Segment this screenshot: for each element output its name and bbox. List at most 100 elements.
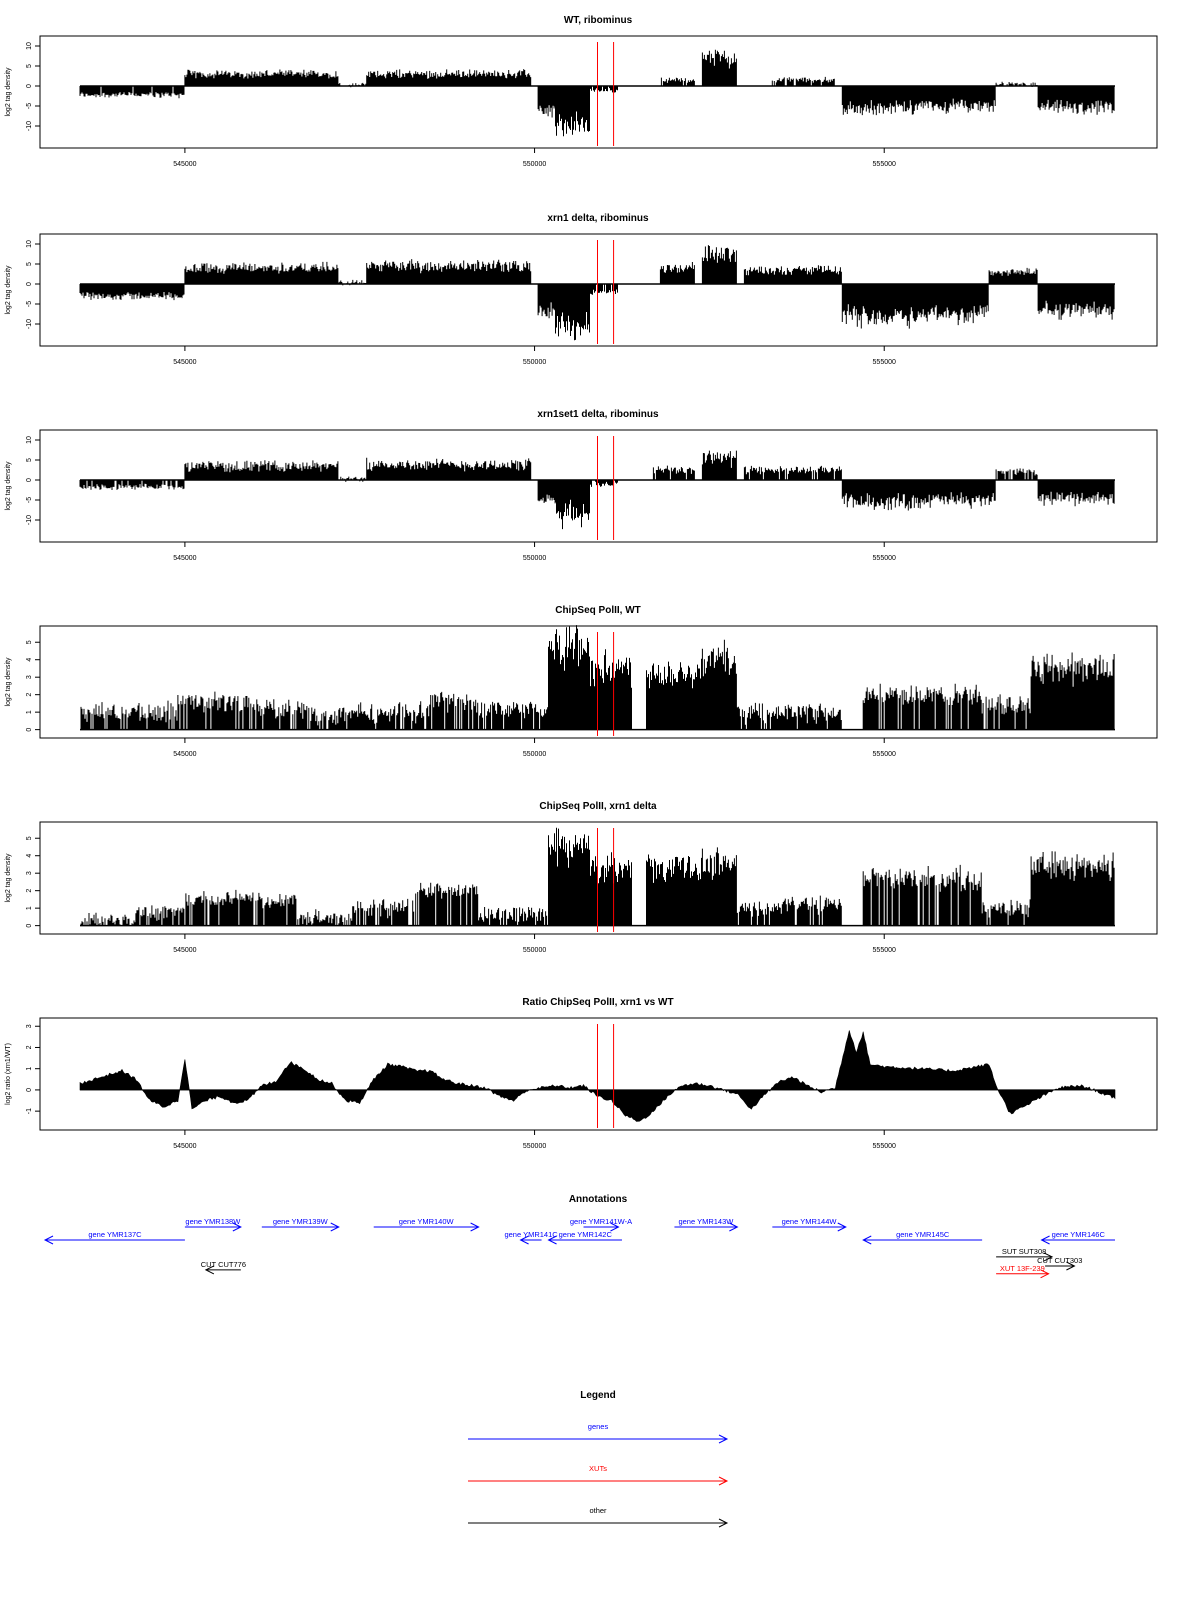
y-tick-label: 4	[26, 854, 33, 858]
chart-panel: Ratio ChipSeq PolII, xrn1 vs WT log2 rati…	[5, 997, 1158, 1150]
y-tick-label: -5	[26, 301, 33, 307]
legend: Legend genes XUTs other	[468, 1390, 729, 1528]
annotation-label: CUT CUT776	[201, 1260, 246, 1269]
feature-arrow-head	[837, 1222, 847, 1232]
x-tick-label: 545000	[173, 751, 196, 758]
legend-item: XUTs	[468, 1464, 729, 1486]
annotation-label: gene YMR137C	[88, 1230, 142, 1239]
feature-arrow-head	[718, 1518, 729, 1528]
y-tick-label: 1	[26, 710, 33, 714]
chart-panel: WT, ribominus log2 tag density -10 -5 0 5 10 54…	[5, 15, 1158, 168]
y-tick-label: 0	[26, 478, 33, 482]
y-axis-label: log2 tag density	[5, 461, 12, 511]
x-tick-label: 555000	[873, 359, 896, 366]
x-tick-label: 545000	[173, 1143, 196, 1150]
y-tick-label: 5	[26, 262, 33, 266]
annotation-feature: gene YMR146C	[1040, 1230, 1115, 1245]
feature-arrow-head	[330, 1222, 340, 1232]
y-tick-label: 0	[26, 924, 33, 928]
y-tick-label: -1	[26, 1108, 33, 1114]
y-tick-label: 3	[26, 871, 33, 875]
feature-arrow-head	[862, 1235, 872, 1245]
x-tick-label: 555000	[873, 751, 896, 758]
chart-panel: ChipSeq PolII, xrn1 delta log2 tag densit…	[5, 801, 1158, 954]
x-tick-label: 555000	[873, 1143, 896, 1150]
y-tick-label: 3	[26, 1024, 33, 1028]
annotation-feature: gene YMR141C	[504, 1230, 558, 1245]
annotation-label: gene YMR142C	[559, 1230, 613, 1239]
chart-title: WT, ribominus	[564, 15, 633, 26]
legend-item-label: genes	[588, 1422, 609, 1431]
bar-marks	[80, 827, 1115, 926]
x-tick-label: 550000	[523, 947, 546, 954]
y-tick-label: 0	[26, 728, 33, 732]
annotation-feature: gene YMR140W	[373, 1217, 480, 1232]
y-tick-label: 2	[26, 693, 33, 697]
chart-title: xrn1 delta, ribominus	[547, 213, 649, 224]
annotation-feature: CUT CUT303	[1037, 1256, 1082, 1271]
legend-title: Legend	[580, 1390, 616, 1401]
y-tick-label: 0	[26, 1088, 33, 1092]
feature-arrow-head	[232, 1222, 242, 1232]
annotation-feature: gene YMR141W-A	[570, 1217, 632, 1232]
feature-arrow-head	[519, 1235, 529, 1245]
x-tick-label: 545000	[173, 555, 196, 562]
y-tick-label: 3	[26, 675, 33, 679]
annotation-label: gene YMR141W-A	[570, 1217, 632, 1226]
annotation-label: CUT CUT303	[1037, 1256, 1082, 1265]
y-tick-label: -10	[26, 121, 33, 131]
y-tick-label: 0	[26, 84, 33, 88]
x-tick-label: 555000	[873, 161, 896, 168]
y-tick-label: -5	[26, 103, 33, 109]
bar-marks	[79, 49, 1115, 137]
chart-panel: xrn1set1 delta, ribominus log2 tag densit…	[5, 409, 1158, 562]
y-tick-label: -10	[26, 515, 33, 525]
feature-arrow-head	[729, 1222, 739, 1232]
y-tick-label: 5	[26, 640, 33, 644]
y-tick-label: 4	[26, 658, 33, 662]
y-tick-label: -5	[26, 497, 33, 503]
annotation-label: gene YMR144W	[782, 1217, 838, 1226]
y-tick-label: 2	[26, 889, 33, 893]
y-tick-label: 1	[26, 906, 33, 910]
y-tick-label: 10	[26, 240, 33, 248]
annotation-feature: gene YMR138W	[184, 1217, 242, 1232]
y-tick-label: 10	[26, 42, 33, 50]
annotation-feature: gene YMR143W	[674, 1217, 739, 1232]
feature-arrow-head	[1040, 1235, 1050, 1245]
legend-item: genes	[468, 1422, 729, 1444]
area-mark	[79, 1030, 1116, 1122]
y-tick-label: 5	[26, 458, 33, 462]
y-axis-label: log2 tag density	[5, 67, 12, 117]
x-tick-label: 555000	[873, 947, 896, 954]
y-axis-label: log2 tag density	[5, 265, 12, 315]
annotations-panel: Annotations gene YMR137C gene YMR138W gene …	[43, 1194, 1115, 1279]
annotation-label: gene YMR146C	[1052, 1230, 1106, 1239]
annotation-label: gene YMR140W	[399, 1217, 455, 1226]
feature-arrow-head	[610, 1222, 620, 1232]
chart-title: Ratio ChipSeq PolII, xrn1 vs WT	[522, 997, 673, 1008]
feature-arrow-head	[547, 1235, 557, 1245]
feature-arrow-head	[718, 1434, 729, 1444]
annotation-feature: gene YMR139W	[261, 1217, 340, 1232]
legend-item-label: XUTs	[589, 1464, 607, 1473]
feature-arrow-head	[718, 1476, 729, 1486]
x-tick-label: 550000	[523, 161, 546, 168]
y-tick-label: 0	[26, 282, 33, 286]
x-tick-label: 545000	[173, 359, 196, 366]
bar-marks	[80, 625, 1115, 730]
y-tick-label: 5	[26, 836, 33, 840]
y-tick-label: 10	[26, 436, 33, 444]
bar-marks	[79, 450, 1115, 530]
annotation-feature: CUT CUT776	[201, 1260, 246, 1275]
x-tick-label: 545000	[173, 161, 196, 168]
annotation-label: gene YMR143W	[678, 1217, 734, 1226]
y-tick-label: 1	[26, 1067, 33, 1071]
feature-arrow-head	[204, 1265, 215, 1275]
y-tick-label: 2	[26, 1045, 33, 1049]
annotation-label: gene YMR145C	[896, 1230, 950, 1239]
annotation-feature: gene YMR144W	[772, 1217, 847, 1232]
chart-title: ChipSeq PolII, WT	[555, 605, 641, 616]
